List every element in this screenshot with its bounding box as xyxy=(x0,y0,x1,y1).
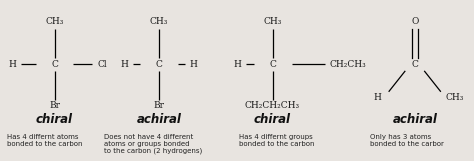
Text: CH₃: CH₃ xyxy=(264,17,282,26)
Text: C: C xyxy=(51,60,58,69)
Text: chiral: chiral xyxy=(36,113,73,126)
Text: C: C xyxy=(155,60,162,69)
Text: H: H xyxy=(234,60,242,69)
Text: O: O xyxy=(411,17,419,26)
Text: achiral: achiral xyxy=(137,113,181,126)
Text: CH₃: CH₃ xyxy=(446,93,464,102)
Text: Does not have 4 different
atoms or groups bonded
to the carbon (2 hydrogens): Does not have 4 different atoms or group… xyxy=(104,134,202,154)
Text: achiral: achiral xyxy=(392,113,437,126)
Text: Only has 3 atoms
bonded to the carbor: Only has 3 atoms bonded to the carbor xyxy=(370,134,444,147)
Text: chiral: chiral xyxy=(254,113,291,126)
Text: C: C xyxy=(269,60,276,69)
Text: Br: Br xyxy=(49,101,60,110)
Text: CH₂CH₂CH₃: CH₂CH₂CH₃ xyxy=(245,101,300,110)
Text: H: H xyxy=(190,60,198,69)
Text: C: C xyxy=(411,60,418,69)
Text: Has 4 differnt groups
bonded to the carbon: Has 4 differnt groups bonded to the carb… xyxy=(239,134,315,147)
Text: CH₃: CH₃ xyxy=(46,17,64,26)
Text: Has 4 differnt atoms
bonded to the carbon: Has 4 differnt atoms bonded to the carbo… xyxy=(7,134,82,147)
Text: CH₃: CH₃ xyxy=(150,17,168,26)
Text: CH₂CH₃: CH₂CH₃ xyxy=(329,60,366,69)
Text: H: H xyxy=(374,93,382,102)
Text: Cl: Cl xyxy=(97,60,107,69)
Text: Br: Br xyxy=(153,101,164,110)
Text: H: H xyxy=(9,60,17,69)
Text: H: H xyxy=(120,60,128,69)
